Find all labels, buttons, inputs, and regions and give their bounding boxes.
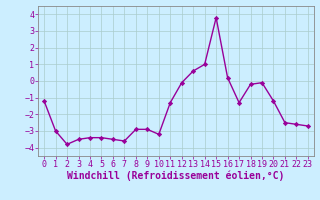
X-axis label: Windchill (Refroidissement éolien,°C): Windchill (Refroidissement éolien,°C) [67, 171, 285, 181]
